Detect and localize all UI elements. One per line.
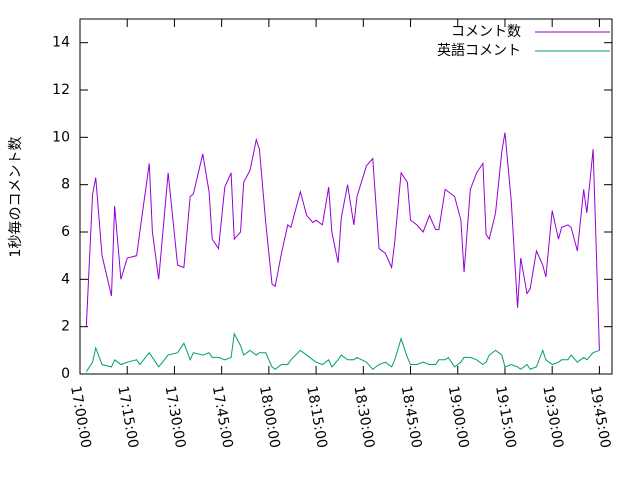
series-line	[85, 332, 600, 372]
y-tick-label: 4	[61, 271, 70, 287]
x-tick-label: 18:15:00	[303, 385, 330, 450]
y-axis-label: 1秒毎のコメント数	[8, 137, 24, 258]
x-tick-label: 18:00:00	[256, 385, 283, 450]
x-tick-label: 17:00:00	[67, 385, 94, 450]
y-tick-label: 14	[52, 35, 70, 51]
x-tick-label: 19:45:00	[587, 385, 614, 450]
y-tick-label: 2	[61, 319, 70, 335]
y-tick-label: 6	[61, 224, 70, 240]
series-line	[85, 132, 600, 351]
plot-frame	[79, 18, 613, 375]
y-tick-label: 12	[52, 82, 70, 98]
x-tick-label: 17:30:00	[162, 385, 189, 450]
y-tick-label: 8	[61, 177, 70, 193]
x-tick-label: 19:00:00	[445, 385, 472, 450]
x-tick-label: 19:30:00	[539, 385, 566, 450]
legend-label: 英語コメント	[437, 42, 521, 59]
y-tick-label: 0	[61, 366, 70, 382]
x-tick-label: 19:15:00	[492, 385, 519, 450]
x-tick-label: 18:45:00	[398, 385, 425, 450]
x-tick-label: 17:45:00	[209, 385, 236, 450]
y-tick-label: 10	[52, 129, 70, 145]
x-tick-label: 18:30:00	[350, 385, 377, 450]
x-tick-label: 17:15:00	[114, 385, 141, 450]
legend-label: コメント数	[451, 24, 521, 40]
